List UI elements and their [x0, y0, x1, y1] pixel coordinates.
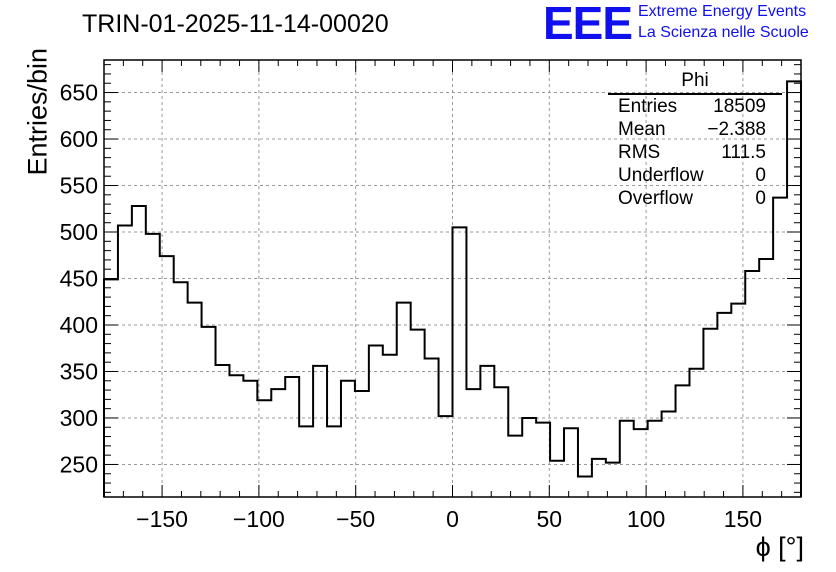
y-tick-label: 300	[60, 405, 98, 431]
histogram-bin	[174, 282, 188, 497]
y-tick-label: 500	[60, 219, 98, 245]
histogram-outline	[103, 80, 802, 497]
stats-box: Phi Entries 18509 Mean −2.388 RMS 111.5 …	[608, 70, 782, 210]
histogram-bin	[132, 206, 146, 497]
x-tick-label: −100	[233, 506, 285, 532]
histogram-bin	[676, 385, 690, 497]
histogram-bin	[271, 389, 285, 497]
histogram-bin	[717, 313, 731, 497]
histogram-bin	[341, 381, 355, 497]
histogram-bin	[508, 436, 522, 497]
histogram-bin	[327, 426, 341, 497]
histogram-bin	[703, 329, 717, 497]
histogram-bin	[439, 416, 453, 497]
y-tick-label: 450	[60, 266, 98, 292]
histogram-bin	[243, 381, 257, 497]
histogram-bin	[229, 375, 243, 497]
histogram-bin	[397, 303, 411, 497]
histogram-bin	[564, 428, 578, 497]
histogram-bin	[550, 461, 564, 497]
histogram-bin	[648, 421, 662, 497]
stats-row: Mean −2.388	[612, 118, 778, 141]
logo-line-2: La Scienza nelle Scuole	[638, 24, 809, 41]
stats-row: Entries 18509	[612, 95, 778, 118]
stats-label: Overflow	[618, 188, 693, 209]
y-tick-label: 250	[60, 451, 98, 477]
y-tick-label: 650	[60, 80, 98, 106]
histogram-bin	[662, 411, 676, 497]
x-axis: −150 −100 −50 0 50 100 150	[103, 60, 802, 532]
histogram-bin	[592, 459, 606, 497]
histogram-bin	[745, 271, 759, 497]
histogram-bin	[188, 303, 202, 497]
x-tick-label: 150	[724, 506, 762, 532]
histogram-bin	[118, 226, 132, 497]
x-tick-label: 100	[627, 506, 665, 532]
y-axis: 250 300 350 400 450 500 550 600 650	[60, 64, 801, 493]
logo-line-1: Extreme Energy Events	[638, 3, 807, 20]
y-tick-label: 550	[60, 173, 98, 199]
stats-value: 111.5	[721, 142, 766, 163]
histogram-bin	[285, 377, 299, 497]
histogram-bin	[146, 234, 160, 497]
histogram-bin	[634, 429, 648, 497]
x-tick-label: 0	[446, 506, 459, 532]
histogram-bin	[216, 365, 230, 497]
histogram-bin	[160, 256, 174, 497]
stats-row: Overflow 0	[612, 187, 778, 210]
eee-logo: EEE	[543, 0, 633, 49]
histogram-bin	[257, 400, 271, 497]
stats-row: RMS 111.5	[612, 141, 778, 164]
stats-label: RMS	[618, 142, 661, 163]
histogram-bin	[787, 81, 801, 497]
histogram-bin	[313, 366, 327, 497]
y-tick-label: 350	[60, 358, 98, 384]
histogram-bin	[620, 421, 634, 497]
histogram-bin	[383, 355, 397, 497]
histogram-bin	[494, 387, 508, 497]
histogram-bin	[759, 259, 773, 497]
stats-row: Underflow 0	[612, 164, 778, 187]
histogram-bin	[773, 198, 787, 497]
y-tick-label: 600	[60, 126, 98, 152]
x-tick-label: −50	[336, 506, 375, 532]
histogram-bin	[411, 330, 425, 497]
stats-label: Entries	[618, 96, 678, 117]
histogram-bin	[453, 227, 467, 497]
histogram-bin	[536, 423, 550, 497]
y-axis-label: Entries/bin	[22, 47, 53, 176]
histogram-bars	[103, 80, 802, 497]
histogram-bin	[522, 418, 536, 497]
x-axis-label: ϕ [°]	[755, 532, 804, 562]
histogram-bin	[731, 304, 745, 497]
stats-name: Phi	[608, 70, 782, 95]
stats-value: −2.388	[707, 119, 766, 140]
chart-title: TRIN-01-2025-11-14-00020	[82, 10, 389, 38]
histogram-bin	[202, 327, 216, 497]
x-tick-label: −150	[136, 506, 188, 532]
histogram-bin	[689, 369, 703, 497]
stats-value: 0	[755, 188, 766, 209]
stats-label: Underflow	[618, 165, 704, 186]
y-tick-label: 400	[60, 312, 98, 338]
histogram-bin	[299, 426, 313, 497]
stats-label: Mean	[618, 119, 666, 140]
histogram-bin	[606, 463, 620, 497]
histogram-bin	[355, 391, 369, 497]
x-tick-label: 50	[537, 506, 563, 532]
histogram-bin	[578, 477, 592, 497]
stats-value: 18509	[713, 96, 766, 117]
histogram-bin	[369, 345, 383, 497]
histogram-bin	[480, 366, 494, 497]
histogram-bin	[425, 358, 439, 497]
stats-value: 0	[755, 165, 766, 186]
histogram-bin	[466, 389, 480, 497]
